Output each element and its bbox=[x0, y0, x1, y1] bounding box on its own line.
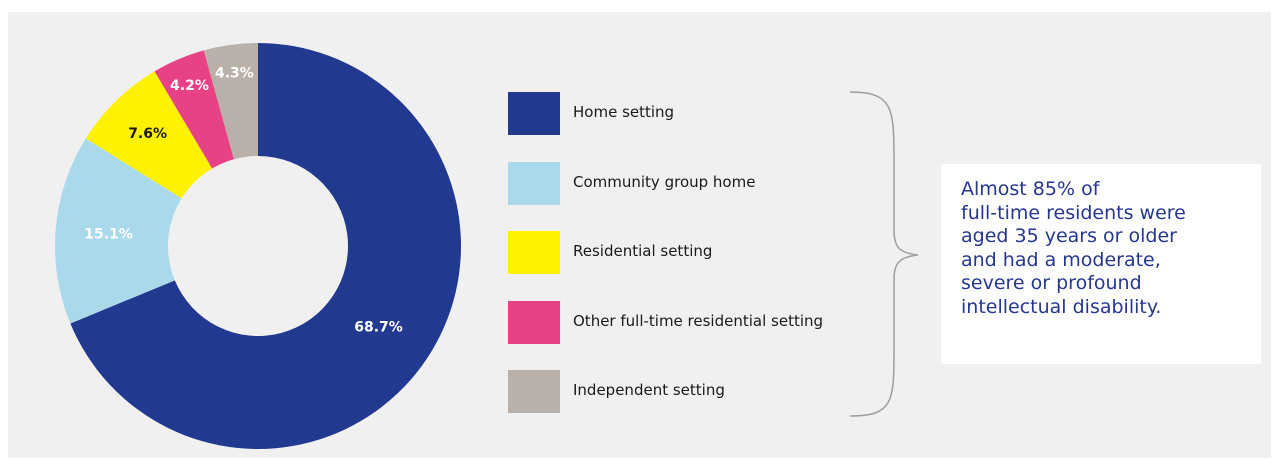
callout-line: Almost 85% of bbox=[961, 178, 1100, 200]
callout-line: aged 35 years or older bbox=[961, 225, 1177, 247]
donut-slice-residential-setting bbox=[85, 71, 213, 199]
legend-swatch-home-setting bbox=[508, 92, 560, 135]
chart-panel: 68.7% 15.1% 7.6% 4.2% 4.3% Home setting Comm… bbox=[8, 12, 1271, 458]
legend-label-other-full-time-residential-setting: Other full-time residential setting bbox=[573, 311, 824, 330]
legend-label-independent-setting: Independent setting bbox=[573, 381, 725, 399]
slice-value-label: 7.6% bbox=[128, 126, 167, 142]
donut-slice-home-setting bbox=[70, 43, 462, 449]
legend-label-residential-setting: Residential setting bbox=[573, 242, 713, 260]
slice-value-label: 4.2% bbox=[170, 78, 209, 94]
callout-line: full-time residents were bbox=[961, 201, 1186, 224]
callout-line: and had a moderate, bbox=[961, 248, 1161, 271]
curly-brace-icon bbox=[849, 91, 919, 417]
donut-slice-independent-setting bbox=[203, 43, 258, 160]
legend-swatch-other-full-time-residential-setting bbox=[508, 300, 560, 344]
slice-value-label: 68.7% bbox=[354, 320, 403, 336]
legend-swatch-residential-setting bbox=[508, 231, 560, 274]
donut-chart: 68.7% 15.1% 7.6% 4.2% 4.3% bbox=[54, 43, 462, 449]
donut-slice-community-group-home bbox=[54, 138, 182, 324]
callout-line: intellectual disability. bbox=[961, 295, 1162, 318]
slice-value-label: 4.3% bbox=[215, 66, 254, 82]
donut-slice-other-full-time-residential-setting bbox=[154, 50, 234, 169]
legend-label-home-setting: Home setting bbox=[573, 103, 675, 121]
slice-value-label: 15.1% bbox=[84, 227, 133, 243]
legend-label-community-group-home: Community group home bbox=[573, 172, 756, 191]
callout-line: severe or profound bbox=[961, 272, 1142, 294]
legend-swatch-community-group-home bbox=[508, 161, 560, 205]
legend-swatch-independent-setting bbox=[508, 370, 560, 413]
callout-box: Almost 85% of full-time residents were a… bbox=[941, 164, 1261, 364]
